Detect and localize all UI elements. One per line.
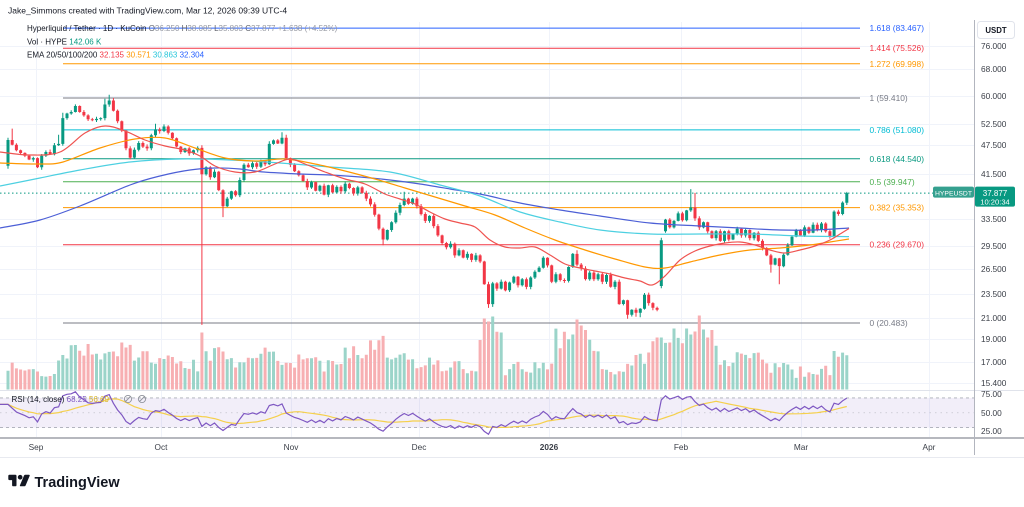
- svg-text:EMA 20/50/100/200 32.135 30.57: EMA 20/50/100/200 32.135 30.571 30.863 3…: [27, 51, 205, 60]
- svg-text:33.500: 33.500: [981, 214, 1007, 224]
- svg-text:0 (20.483): 0 (20.483): [870, 318, 908, 328]
- svg-text:37.877: 37.877: [983, 189, 1008, 198]
- svg-text:Oct: Oct: [155, 442, 169, 452]
- svg-text:47.500: 47.500: [981, 140, 1007, 150]
- svg-text:Dec: Dec: [412, 442, 427, 452]
- svg-text:41.500: 41.500: [981, 169, 1007, 179]
- svg-text:60.000: 60.000: [981, 91, 1007, 101]
- svg-text:Hyperliquid / Tether · 1D · Ku: Hyperliquid / Tether · 1D · KuCoin O36.2…: [27, 24, 338, 33]
- svg-text:0.786 (51.080): 0.786 (51.080): [870, 125, 925, 135]
- svg-text:1.618 (83.467): 1.618 (83.467): [870, 23, 925, 33]
- svg-text:29.500: 29.500: [981, 241, 1007, 251]
- svg-text:75.00: 75.00: [981, 389, 1002, 399]
- svg-text:15.400: 15.400: [981, 378, 1007, 388]
- svg-text:19.000: 19.000: [981, 334, 1007, 344]
- svg-text:HYPEUSDT: HYPEUSDT: [935, 190, 972, 197]
- svg-text:Apr: Apr: [923, 442, 936, 452]
- svg-text:26.500: 26.500: [981, 264, 1007, 274]
- svg-text:10:20:34: 10:20:34: [980, 197, 1010, 206]
- svg-text:1.414 (75.526): 1.414 (75.526): [870, 43, 925, 53]
- svg-text:Jake_Simmons created with Trad: Jake_Simmons created with TradingView.co…: [8, 6, 287, 16]
- svg-text:Sep: Sep: [29, 442, 44, 452]
- svg-text:2026: 2026: [540, 442, 559, 452]
- svg-text:0.618 (44.540): 0.618 (44.540): [870, 154, 925, 164]
- svg-text:TradingView: TradingView: [35, 475, 121, 491]
- svg-text:1 (59.410): 1 (59.410): [870, 93, 908, 103]
- svg-text:1.272 (69.998): 1.272 (69.998): [870, 59, 925, 69]
- svg-text:Feb: Feb: [674, 442, 689, 452]
- svg-text:21.000: 21.000: [981, 313, 1007, 323]
- svg-text:76.000: 76.000: [981, 41, 1007, 51]
- svg-text:25.00: 25.00: [981, 426, 1002, 436]
- svg-text:50.00: 50.00: [981, 408, 1002, 418]
- svg-text:17.000: 17.000: [981, 357, 1007, 367]
- svg-text:RSI (14, close) 68.25 56.69: RSI (14, close) 68.25 56.69: [12, 395, 110, 404]
- svg-text:0.382 (35.353): 0.382 (35.353): [870, 203, 925, 213]
- svg-text:Nov: Nov: [284, 442, 300, 452]
- svg-text:0.236 (29.670): 0.236 (29.670): [870, 240, 925, 250]
- svg-text:52.500: 52.500: [981, 119, 1007, 129]
- svg-text:68.000: 68.000: [981, 64, 1007, 74]
- svg-text:Mar: Mar: [794, 442, 809, 452]
- svg-text:Vol · HYPE 142.06 K: Vol · HYPE 142.06 K: [27, 38, 102, 47]
- svg-text:USDT: USDT: [985, 26, 1006, 35]
- svg-text:23.500: 23.500: [981, 289, 1007, 299]
- svg-text:0.5 (39.947): 0.5 (39.947): [870, 177, 915, 187]
